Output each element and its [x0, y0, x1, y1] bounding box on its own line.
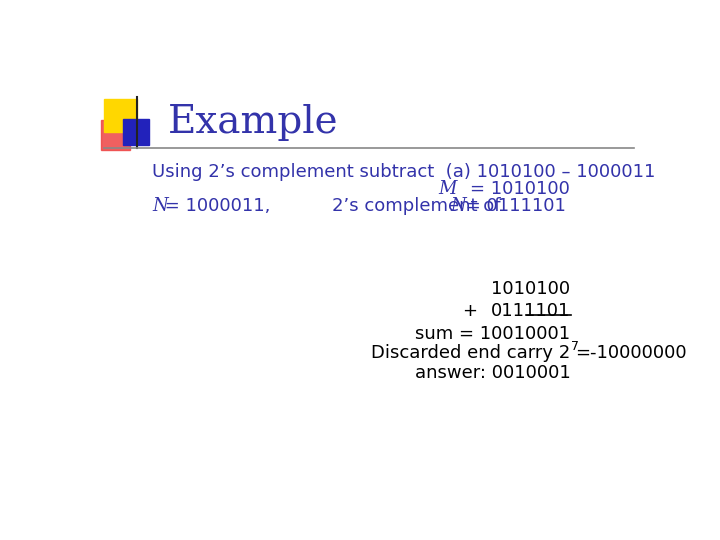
- Text: N: N: [152, 197, 168, 215]
- Bar: [122, 119, 149, 145]
- Text: = 0111101: = 0111101: [459, 197, 565, 215]
- Text: Using 2’s complement subtract  (a) 1010100 – 1000011: Using 2’s complement subtract (a) 101010…: [152, 164, 655, 181]
- Text: +: +: [462, 302, 477, 320]
- Text: = 1000011,: = 1000011,: [159, 197, 270, 215]
- Text: = 1010100: = 1010100: [469, 180, 570, 198]
- Bar: [104, 99, 137, 132]
- Text: N: N: [451, 197, 466, 215]
- Text: answer: 0010001: answer: 0010001: [415, 363, 570, 382]
- Text: Example: Example: [168, 104, 338, 141]
- Bar: [101, 120, 130, 150]
- Text: =-10000000: =-10000000: [575, 343, 687, 362]
- Text: M: M: [438, 180, 457, 198]
- Text: sum = 10010001: sum = 10010001: [415, 325, 570, 343]
- Text: 2’s complement of: 2’s complement of: [332, 197, 506, 215]
- Text: 7: 7: [570, 340, 578, 354]
- Text: Discarded end carry 2: Discarded end carry 2: [372, 343, 570, 362]
- Text: 0111101: 0111101: [491, 302, 570, 320]
- Text: 1010100: 1010100: [491, 280, 570, 299]
